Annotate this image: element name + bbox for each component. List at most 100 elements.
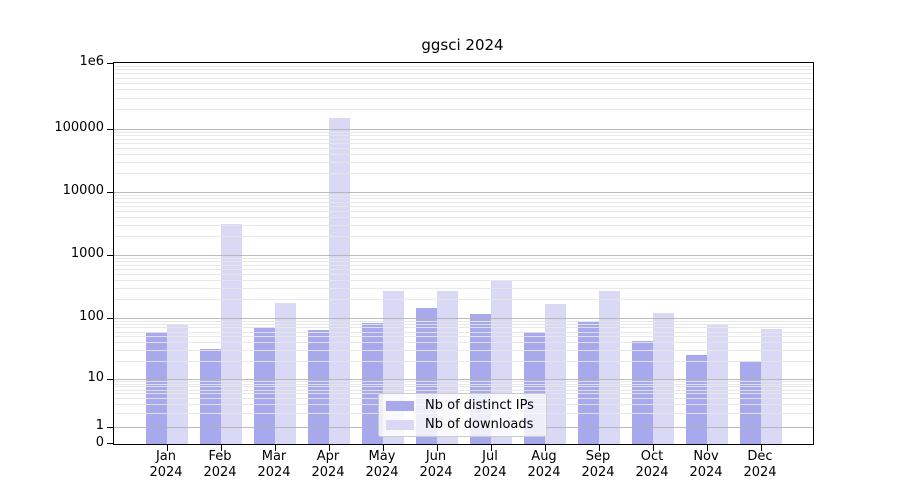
minor-gridline [114, 195, 813, 196]
x-tick-label: Nov 2024 [679, 449, 733, 480]
x-tick-label-year: 2024 [203, 464, 237, 480]
major-gridline [114, 255, 813, 256]
y-tick-mark [107, 379, 114, 380]
x-tick-label-month: Nov [693, 449, 719, 464]
minor-gridline [114, 69, 813, 70]
x-axis-labels: Jan 2024 Feb 2024 Mar 2024 Apr 2024 May 2024 Jun 20… [113, 449, 812, 489]
bar-aug-downloads [545, 303, 566, 444]
minor-gridline [114, 381, 813, 382]
x-tick-label: Oct 2024 [625, 449, 679, 480]
y-tick-mark [107, 192, 114, 193]
minor-gridline [114, 109, 813, 110]
x-tick-mark [761, 445, 762, 451]
x-tick-label-year: 2024 [257, 464, 291, 480]
y-tick-label: 1000 [70, 246, 104, 261]
minor-gridline [114, 327, 813, 328]
minor-gridline [114, 139, 813, 140]
minor-gridline [114, 143, 813, 144]
x-tick-mark [545, 445, 546, 451]
major-gridline [114, 129, 813, 130]
legend-swatch-downloads [386, 419, 414, 430]
minor-gridline [114, 154, 813, 155]
bar-mar-distinct-ips [254, 327, 275, 444]
x-tick-mark [167, 445, 168, 451]
minor-gridline [114, 66, 813, 67]
x-tick-label-month: Jan [155, 449, 177, 464]
y-tick-mark [107, 427, 114, 428]
legend: Nb of distinct IPs Nb of downloads [378, 393, 547, 437]
x-tick-mark [491, 445, 492, 451]
x-tick-label-month: Oct [640, 449, 664, 464]
y-tick-mark [107, 443, 114, 444]
y-tick-label: 100000 [54, 120, 104, 135]
bar-feb-distinct-ips [200, 349, 221, 444]
minor-gridline [114, 265, 813, 266]
x-tick-label-year: 2024 [365, 464, 399, 480]
bar-oct-downloads [653, 312, 674, 444]
legend-row: Nb of downloads [379, 417, 546, 432]
y-tick-mark [107, 318, 114, 319]
x-tick-label: Feb 2024 [193, 449, 247, 480]
x-tick-label-month: May [368, 449, 396, 464]
bar-oct-distinct-ips [632, 340, 653, 444]
major-gridline [114, 379, 813, 380]
x-tick-label-year: 2024 [419, 464, 453, 480]
y-tick-mark [107, 63, 114, 64]
x-tick-mark [383, 445, 384, 451]
x-tick-label-month: Jun [425, 449, 447, 464]
minor-gridline [114, 132, 813, 133]
bar-sep-downloads [599, 291, 620, 444]
minor-gridline [114, 332, 813, 333]
minor-gridline [114, 280, 813, 281]
x-tick-label: May 2024 [355, 449, 409, 480]
y-tick-mark [107, 255, 114, 256]
minor-gridline [114, 236, 813, 237]
x-tick-label-year: 2024 [743, 464, 777, 480]
minor-gridline [114, 361, 813, 362]
x-tick-label-month: Jul [482, 449, 498, 464]
bar-apr-downloads [329, 118, 350, 444]
y-tick-label: 1 [95, 418, 104, 433]
bar-mar-downloads [275, 303, 296, 444]
x-tick-mark [329, 445, 330, 451]
minor-gridline [114, 299, 813, 300]
x-tick-label-month: Dec [747, 449, 773, 464]
y-tick-label: 100 [79, 309, 104, 324]
x-tick-label: Dec 2024 [733, 449, 787, 480]
minor-gridline [114, 98, 813, 99]
y-tick-label: 10000 [62, 183, 104, 198]
minor-gridline [114, 225, 813, 226]
minor-gridline [114, 384, 813, 385]
x-tick-mark [437, 445, 438, 451]
minor-gridline [114, 173, 813, 174]
chart-title: ggsci 2024 [421, 36, 504, 54]
x-tick-label: Mar 2024 [247, 449, 301, 480]
y-tick-label: 10 [87, 370, 104, 385]
x-tick-label-year: 2024 [689, 464, 723, 480]
axis-ticks-layer [107, 63, 813, 451]
minor-gridline [114, 390, 813, 391]
minor-gridline [114, 258, 813, 259]
x-tick-label-month: Mar [261, 449, 287, 464]
x-tick-label-year: 2024 [473, 464, 507, 480]
major-gridline [114, 318, 813, 319]
x-tick-label: Jan 2024 [139, 449, 193, 480]
minor-gridline [114, 261, 813, 262]
x-tick-mark [653, 445, 654, 451]
minor-gridline [114, 73, 813, 74]
x-tick-mark [599, 445, 600, 451]
minor-gridline [114, 211, 813, 212]
x-tick-label: Sep 2024 [571, 449, 625, 480]
minor-gridline [114, 198, 813, 199]
x-tick-label-month: Apr [316, 449, 340, 464]
x-tick-label: Jul 2024 [463, 449, 517, 480]
bar-apr-distinct-ips [308, 330, 329, 444]
legend-row: Nb of distinct IPs [379, 398, 546, 413]
bar-jan-distinct-ips [146, 332, 167, 444]
bar-nov-distinct-ips [686, 354, 707, 444]
minor-gridline [114, 342, 813, 343]
x-tick-label-month: Aug [531, 449, 557, 464]
minor-gridline [114, 324, 813, 325]
y-axis-labels: 0 1 10 100 1000 10000 100000 1e6 [0, 54, 104, 450]
y-tick-label: 0 [95, 435, 104, 450]
